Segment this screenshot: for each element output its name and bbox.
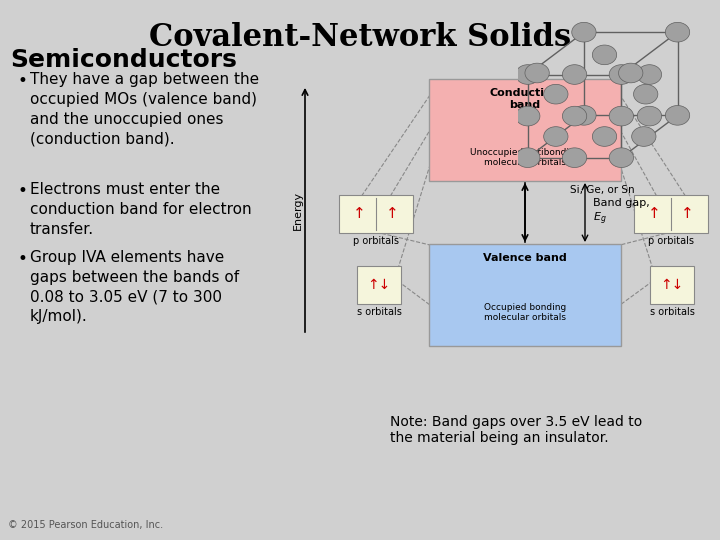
- Circle shape: [516, 148, 540, 167]
- Text: They have a gap between the
occupied MOs (valence band)
and the unoccupied ones
: They have a gap between the occupied MOs…: [30, 72, 259, 146]
- Text: Note: Band gaps over 3.5 eV lead to
the material being an insulator.: Note: Band gaps over 3.5 eV lead to the …: [390, 415, 642, 445]
- Text: Valence band: Valence band: [483, 253, 567, 263]
- Text: s orbitals: s orbitals: [649, 307, 694, 317]
- Text: ↑: ↑: [386, 206, 399, 221]
- Circle shape: [593, 127, 616, 146]
- Text: •: •: [18, 72, 28, 90]
- Circle shape: [593, 45, 616, 65]
- Circle shape: [609, 65, 634, 84]
- Circle shape: [516, 65, 540, 84]
- Circle shape: [562, 148, 587, 167]
- FancyBboxPatch shape: [634, 195, 708, 233]
- Text: •: •: [18, 250, 28, 268]
- Text: •: •: [18, 182, 28, 200]
- Text: ↑↓: ↑↓: [660, 278, 683, 292]
- Text: Semiconductors: Semiconductors: [10, 48, 237, 72]
- FancyBboxPatch shape: [429, 244, 621, 346]
- Text: Conduction
band: Conduction band: [490, 88, 560, 110]
- Circle shape: [525, 63, 549, 83]
- Circle shape: [516, 106, 540, 126]
- Circle shape: [637, 65, 662, 84]
- Text: p orbitals: p orbitals: [648, 236, 694, 246]
- Text: Band gap,
$E_g$: Band gap, $E_g$: [593, 198, 649, 227]
- Circle shape: [631, 127, 656, 146]
- Text: s orbitals: s orbitals: [356, 307, 402, 317]
- Text: ↑: ↑: [648, 206, 661, 221]
- Text: Covalent-Network Solids: Covalent-Network Solids: [149, 22, 571, 53]
- Circle shape: [609, 106, 634, 126]
- Circle shape: [572, 105, 596, 125]
- Text: Electrons must enter the
conduction band for electron
transfer.: Electrons must enter the conduction band…: [30, 182, 251, 237]
- Circle shape: [572, 22, 596, 42]
- Text: Unoccupied antibonding
molecular orbitals: Unoccupied antibonding molecular orbital…: [469, 148, 580, 167]
- Text: Group IVA elements have
gaps between the bands of
0.08 to 3.05 eV (7 to 300
kJ/m: Group IVA elements have gaps between the…: [30, 250, 239, 325]
- Circle shape: [609, 148, 634, 167]
- FancyBboxPatch shape: [650, 266, 694, 304]
- Text: p orbitals: p orbitals: [353, 236, 399, 246]
- FancyBboxPatch shape: [357, 266, 401, 304]
- Text: © 2015 Pearson Education, Inc.: © 2015 Pearson Education, Inc.: [8, 520, 163, 530]
- Text: Si, Ge, or Sn: Si, Ge, or Sn: [570, 185, 635, 195]
- Circle shape: [637, 106, 662, 126]
- FancyBboxPatch shape: [339, 195, 413, 233]
- Circle shape: [562, 106, 587, 126]
- Circle shape: [665, 22, 690, 42]
- Text: Occupied bonding
molecular orbitals: Occupied bonding molecular orbitals: [484, 303, 566, 322]
- Circle shape: [618, 63, 643, 83]
- Circle shape: [544, 84, 568, 104]
- Text: ↑: ↑: [353, 206, 366, 221]
- Circle shape: [634, 84, 658, 104]
- Circle shape: [544, 127, 568, 146]
- Text: ↑↓: ↑↓: [367, 278, 391, 292]
- Text: ↑: ↑: [681, 206, 694, 221]
- Circle shape: [665, 105, 690, 125]
- Circle shape: [562, 65, 587, 84]
- FancyBboxPatch shape: [429, 79, 621, 181]
- Text: Energy: Energy: [293, 191, 303, 229]
